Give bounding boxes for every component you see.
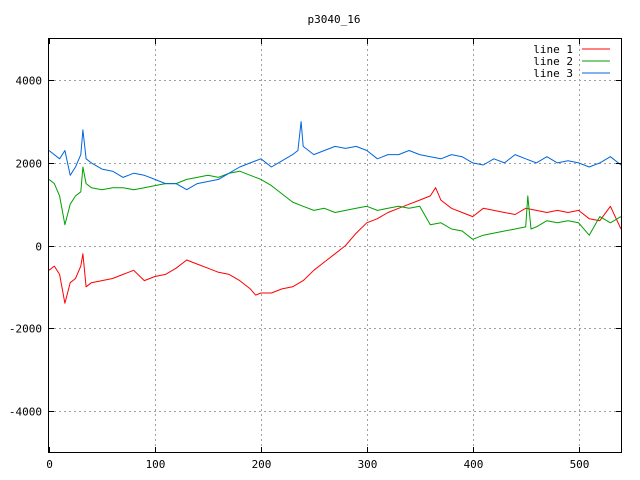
series-line-1 — [48, 187, 622, 304]
y-tick-label: 4000 — [16, 75, 43, 88]
x-tick-label: 300 — [358, 458, 378, 471]
x-tick-label: 400 — [464, 458, 484, 471]
legend-label: line 1 — [533, 43, 573, 56]
x-tick-label: 100 — [146, 458, 166, 471]
axis-ticks: 0 100 200 300 400 500 -4000 -2000 0 2000 4000 — [9, 39, 621, 471]
plot-frame — [48, 38, 622, 453]
legend-label: line 3 — [533, 67, 573, 80]
grid-lines — [49, 39, 621, 452]
series-lines — [48, 121, 622, 304]
legend-label: line 2 — [533, 55, 573, 68]
y-tick-label: -4000 — [9, 406, 42, 419]
x-tick-label: 0 — [46, 458, 53, 471]
series-line-3 — [48, 121, 622, 191]
y-tick-label: 2000 — [16, 158, 43, 171]
y-tick-label: 0 — [35, 241, 42, 254]
x-tick-label: 200 — [252, 458, 272, 471]
y-tick-label: -2000 — [9, 323, 42, 336]
x-tick-label: 500 — [570, 458, 590, 471]
series-line-2 — [48, 166, 622, 240]
chart-title: p3040_16 — [308, 13, 361, 26]
